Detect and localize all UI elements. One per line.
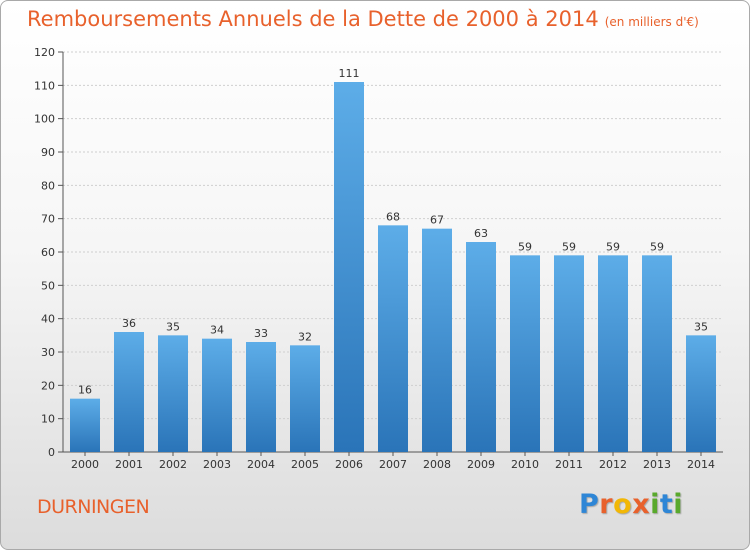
- y-tick-label: 120: [34, 46, 55, 59]
- chart-subtitle: (en milliers d'€): [604, 15, 699, 29]
- y-tick-label: 30: [41, 346, 55, 359]
- x-tick-label: 2014: [687, 458, 715, 471]
- logo-letter: o: [613, 489, 633, 520]
- y-tick-label: 100: [34, 113, 55, 126]
- bar: [114, 332, 144, 452]
- logo-letter: t: [659, 489, 674, 520]
- bar: [642, 255, 672, 452]
- y-tick-label: 60: [41, 246, 55, 259]
- bar: [466, 242, 496, 452]
- data-label: 16: [78, 384, 92, 397]
- x-tick-label: 2013: [643, 458, 671, 471]
- data-label: 34: [210, 324, 224, 337]
- x-tick-label: 2012: [599, 458, 627, 471]
- y-tick-label: 70: [41, 213, 55, 226]
- x-tick-label: 2001: [115, 458, 143, 471]
- bar: [598, 255, 628, 452]
- logo-letter: i: [673, 489, 684, 520]
- x-tick-label: 2003: [203, 458, 231, 471]
- x-tick-label: 2004: [247, 458, 275, 471]
- logo-letter: i: [650, 489, 660, 520]
- place-name: DURNINGEN: [37, 496, 150, 518]
- y-tick-label: 40: [41, 313, 55, 326]
- bar: [334, 82, 364, 452]
- y-tick-label: 10: [41, 413, 55, 426]
- chart-title-text: Remboursements Annuels de la Dette de 20…: [27, 7, 599, 31]
- x-tick-label: 2002: [159, 458, 187, 471]
- bar: [686, 335, 716, 452]
- logo-letter: r: [599, 489, 614, 520]
- proxiti-logo: Proxiti: [579, 489, 683, 520]
- data-label: 36: [122, 317, 136, 330]
- y-tick-label: 90: [41, 146, 55, 159]
- x-tick-label: 2010: [511, 458, 539, 471]
- y-tick-label: 110: [34, 79, 55, 92]
- x-tick-label: 2007: [379, 458, 407, 471]
- x-tick-label: 2005: [291, 458, 319, 471]
- data-label: 67: [430, 214, 444, 227]
- x-tick-label: 2011: [555, 458, 583, 471]
- bar: [246, 342, 276, 452]
- y-tick-label: 80: [41, 179, 55, 192]
- bar: [158, 335, 188, 452]
- x-tick-label: 2008: [423, 458, 451, 471]
- bar: [378, 225, 408, 452]
- data-label: 35: [694, 320, 708, 333]
- data-label: 32: [298, 330, 312, 343]
- data-label: 33: [254, 327, 268, 340]
- logo-letter: P: [579, 489, 600, 520]
- chart-title: Remboursements Annuels de la Dette de 20…: [27, 7, 699, 31]
- y-tick-label: 0: [48, 446, 55, 459]
- bar: [290, 345, 320, 452]
- data-label: 68: [386, 210, 400, 223]
- data-label: 35: [166, 320, 180, 333]
- data-label: 63: [474, 227, 488, 240]
- bar: [422, 228, 452, 452]
- data-label: 59: [650, 240, 664, 253]
- y-tick-label: 50: [41, 279, 55, 292]
- logo-letter: x: [632, 489, 651, 520]
- x-tick-label: 2009: [467, 458, 495, 471]
- bar: [554, 255, 584, 452]
- data-label: 59: [562, 240, 576, 253]
- x-tick-label: 2006: [335, 458, 363, 471]
- bar: [202, 338, 232, 452]
- bar: [510, 255, 540, 452]
- data-label: 59: [606, 240, 620, 253]
- y-tick-label: 20: [41, 379, 55, 392]
- x-tick-label: 2000: [71, 458, 99, 471]
- data-label: 111: [339, 67, 360, 80]
- bar: [70, 398, 100, 452]
- data-label: 59: [518, 240, 532, 253]
